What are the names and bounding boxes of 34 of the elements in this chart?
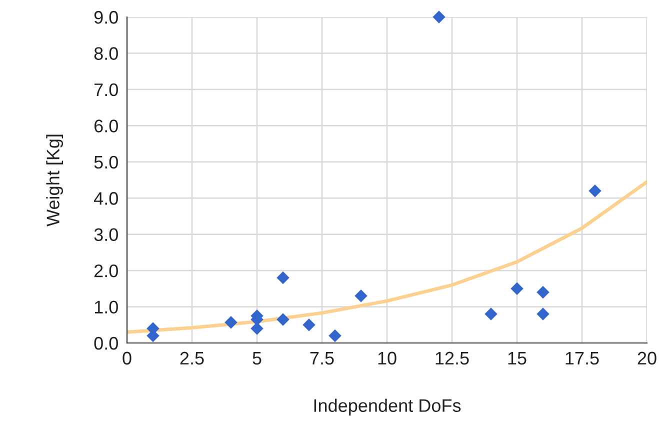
line-series <box>127 180 647 334</box>
x-tick-label: 5 <box>252 352 262 365</box>
x-tick-label: 17.5 <box>566 352 599 365</box>
point <box>536 286 550 299</box>
x-tick-label: 15 <box>508 352 526 365</box>
y-tick-label: 7.0 <box>94 83 118 96</box>
x-tick-label: 12.5 <box>436 352 469 365</box>
x-axis-title: Independent DoFs <box>314 398 461 416</box>
y-tick-label: 1.0 <box>94 300 118 314</box>
point <box>432 10 446 24</box>
x-tick-label: 0 <box>122 352 132 365</box>
y-tick-label: 9.0 <box>94 10 118 24</box>
y-axis-title: Weight [Kg] <box>46 134 64 226</box>
point <box>276 271 290 284</box>
y-tick-label: 0.0 <box>94 336 118 350</box>
y-tick-label: 6.0 <box>94 120 118 132</box>
x-tick-label: 2.5 <box>180 352 204 365</box>
point <box>588 184 602 198</box>
y-tick-label: 4.0 <box>94 192 118 205</box>
x-tick-label: 10 <box>378 352 396 365</box>
y-tick-label: 3.0 <box>94 228 118 242</box>
point <box>328 329 342 342</box>
y-tick-label: 8.0 <box>94 47 118 60</box>
point <box>484 308 498 320</box>
point <box>224 316 238 329</box>
point <box>302 318 316 332</box>
point <box>354 290 368 302</box>
y-tick-label: 2.0 <box>94 264 118 278</box>
point <box>276 313 290 326</box>
point <box>510 282 524 296</box>
point <box>536 308 550 320</box>
x-tick-label: 7.5 <box>310 352 334 365</box>
y-tick-label: 5.0 <box>94 156 118 169</box>
x-tick-label: 20 <box>638 352 656 365</box>
